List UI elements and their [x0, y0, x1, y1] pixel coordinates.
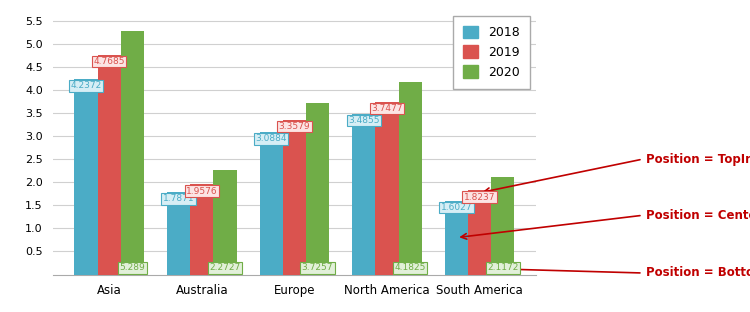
Text: 2.2727: 2.2727 [209, 263, 241, 272]
Bar [213, 170, 236, 275]
Text: 3.0884: 3.0884 [256, 134, 287, 144]
Bar [376, 102, 398, 275]
Text: 1.9576: 1.9576 [186, 187, 218, 196]
Bar [352, 114, 376, 275]
Text: 5.289: 5.289 [119, 263, 146, 272]
Text: 4.1825: 4.1825 [394, 263, 426, 272]
Bar [260, 132, 283, 275]
Bar [121, 31, 144, 275]
Text: 1.8237: 1.8237 [464, 193, 495, 202]
Text: 1.6027: 1.6027 [441, 203, 472, 212]
Text: 4.7685: 4.7685 [94, 57, 125, 66]
Bar [98, 55, 121, 275]
Text: 3.3579: 3.3579 [278, 122, 310, 131]
Bar [491, 177, 514, 275]
Bar [468, 190, 491, 275]
Bar [398, 82, 422, 275]
Bar [167, 192, 190, 275]
Text: Position = TopInside: Position = TopInside [646, 153, 750, 166]
Text: 4.2372: 4.2372 [70, 81, 102, 90]
Legend: 2018, 2019, 2020: 2018, 2019, 2020 [453, 16, 530, 89]
Text: 3.7257: 3.7257 [302, 263, 333, 272]
Text: 2.1172: 2.1172 [487, 263, 518, 272]
Text: 3.7477: 3.7477 [371, 104, 403, 113]
Text: 3.4855: 3.4855 [348, 116, 380, 125]
Bar [283, 120, 306, 275]
Bar [74, 79, 98, 275]
Text: Position = BottomInside: Position = BottomInside [646, 266, 750, 280]
Bar [190, 184, 213, 275]
Bar [445, 201, 468, 275]
Text: Position = Center: Position = Center [646, 209, 750, 222]
Text: 1.7871: 1.7871 [163, 194, 194, 203]
Bar [306, 103, 329, 275]
